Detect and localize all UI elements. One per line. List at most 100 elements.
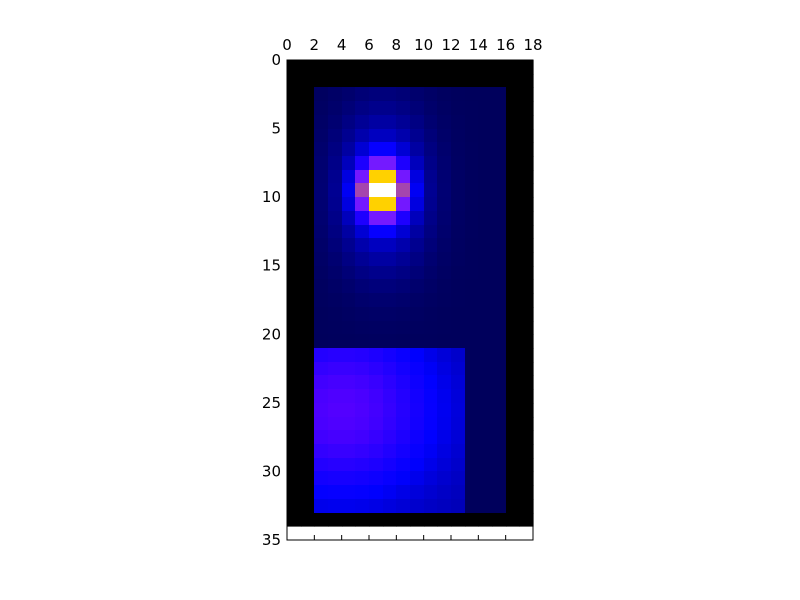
heatmap-cell bbox=[383, 266, 397, 280]
heatmap-cell bbox=[410, 513, 425, 527]
heatmap-cell bbox=[369, 348, 384, 363]
heatmap-cell bbox=[465, 499, 479, 514]
heatmap-cell bbox=[328, 266, 343, 280]
y-tick-label: 30 bbox=[262, 462, 281, 480]
heatmap-cell bbox=[478, 129, 493, 143]
heatmap-cell bbox=[410, 348, 425, 363]
heatmap-cell bbox=[424, 334, 438, 349]
heatmap-cell bbox=[492, 403, 507, 418]
heatmap-cell bbox=[396, 307, 411, 322]
heatmap-cell bbox=[342, 266, 356, 280]
heatmap-cell bbox=[383, 87, 397, 102]
heatmap-cell bbox=[287, 197, 302, 212]
heatmap-cell bbox=[369, 211, 384, 226]
heatmap-cell bbox=[369, 279, 384, 294]
heatmap-cell bbox=[410, 197, 425, 212]
heatmap-cell bbox=[437, 279, 452, 294]
heatmap-cell bbox=[437, 417, 452, 431]
heatmap-cell bbox=[396, 362, 411, 376]
heatmap-cell bbox=[287, 101, 302, 116]
heatmap-cell bbox=[383, 293, 397, 308]
heatmap-cell bbox=[451, 142, 466, 157]
heatmap-cell bbox=[519, 485, 534, 500]
heatmap-cell bbox=[465, 170, 479, 184]
heatmap-cell bbox=[301, 211, 315, 226]
heatmap-cell bbox=[506, 403, 520, 418]
heatmap-cell bbox=[506, 499, 520, 514]
heatmap-cell bbox=[369, 252, 384, 267]
heatmap-cell bbox=[437, 321, 452, 335]
heatmap-cell bbox=[328, 334, 343, 349]
heatmap-cell bbox=[355, 279, 370, 294]
plot-area-frame bbox=[286, 59, 534, 541]
heatmap-cell bbox=[328, 197, 343, 212]
heatmap-cell bbox=[383, 334, 397, 349]
heatmap-cell bbox=[410, 321, 425, 335]
heatmap-cell bbox=[465, 485, 479, 500]
heatmap-cell bbox=[369, 389, 384, 404]
heatmap-cell bbox=[492, 225, 507, 239]
heatmap-cell bbox=[506, 362, 520, 376]
heatmap-cell bbox=[410, 458, 425, 472]
heatmap-cell bbox=[478, 348, 493, 363]
heatmap-cell bbox=[424, 444, 438, 459]
heatmap-cell bbox=[355, 101, 370, 116]
heatmap-cell bbox=[396, 170, 411, 184]
heatmap-cell bbox=[519, 471, 534, 486]
heatmap-cell bbox=[492, 238, 507, 253]
heatmap-cell bbox=[342, 513, 356, 527]
heatmap-cell bbox=[287, 444, 302, 459]
heatmap-cell bbox=[437, 430, 452, 445]
heatmap-cell bbox=[465, 417, 479, 431]
heatmap-cell bbox=[342, 87, 356, 102]
heatmap-cell bbox=[314, 458, 329, 472]
heatmap-cell bbox=[342, 403, 356, 418]
heatmap-cell bbox=[355, 307, 370, 322]
heatmap-cell bbox=[301, 513, 315, 527]
heatmap-cell bbox=[424, 430, 438, 445]
heatmap-cell bbox=[451, 101, 466, 116]
heatmap-cell bbox=[314, 334, 329, 349]
heatmap-cell bbox=[519, 499, 534, 514]
heatmap-cell bbox=[506, 74, 520, 88]
heatmap-cell bbox=[369, 321, 384, 335]
y-tick-label: 25 bbox=[262, 394, 281, 412]
heatmap-cell bbox=[492, 513, 507, 527]
heatmap-cell bbox=[410, 485, 425, 500]
heatmap-cell bbox=[396, 197, 411, 212]
heatmap-cell bbox=[465, 87, 479, 102]
heatmap-cell bbox=[492, 471, 507, 486]
heatmap-cell bbox=[342, 417, 356, 431]
heatmap-cell bbox=[478, 183, 493, 198]
heatmap-cell bbox=[301, 444, 315, 459]
heatmap-cell bbox=[437, 471, 452, 486]
heatmap-cell bbox=[314, 87, 329, 102]
heatmap-cell bbox=[492, 142, 507, 157]
heatmap-cell bbox=[451, 60, 466, 75]
heatmap-cell bbox=[506, 183, 520, 198]
heatmap-cell bbox=[287, 375, 302, 390]
heatmap-cell bbox=[369, 430, 384, 445]
heatmap-cell bbox=[383, 74, 397, 88]
heatmap-cell bbox=[478, 458, 493, 472]
heatmap-cell bbox=[410, 129, 425, 143]
heatmap-cell bbox=[301, 183, 315, 198]
heatmap-cell bbox=[492, 348, 507, 363]
heatmap-cell bbox=[506, 266, 520, 280]
heatmap-cell bbox=[328, 293, 343, 308]
heatmap-cell bbox=[287, 74, 302, 88]
heatmap-cell bbox=[396, 115, 411, 130]
heatmap-cell bbox=[506, 444, 520, 459]
heatmap-cell bbox=[465, 197, 479, 212]
heatmap-cell bbox=[424, 471, 438, 486]
heatmap-cell bbox=[355, 156, 370, 171]
heatmap-cell bbox=[437, 170, 452, 184]
heatmap-cell bbox=[301, 60, 315, 75]
heatmap-cell bbox=[383, 321, 397, 335]
heatmap-cell bbox=[369, 197, 384, 212]
heatmap-cell bbox=[369, 293, 384, 308]
heatmap-cell bbox=[287, 142, 302, 157]
heatmap-cell bbox=[287, 403, 302, 418]
heatmap-cell bbox=[328, 170, 343, 184]
heatmap-cell bbox=[424, 183, 438, 198]
